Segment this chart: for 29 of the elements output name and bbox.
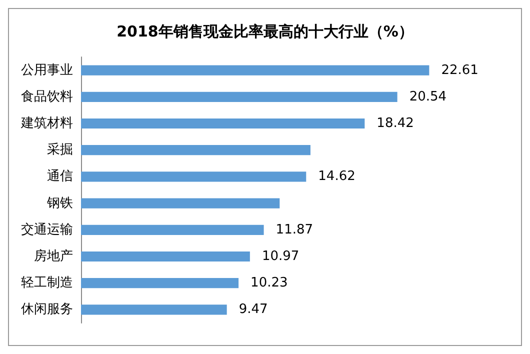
data-label: 20.54 — [409, 89, 447, 104]
bar — [81, 172, 306, 182]
chart-title: 2018年销售现金比率最高的十大行业（%） — [116, 22, 414, 40]
y-tick-label: 采掘 — [47, 142, 73, 158]
bar — [81, 251, 250, 262]
y-tick-label: 休闲服务 — [21, 302, 73, 318]
data-label: 18.42 — [376, 116, 414, 131]
y-tick-label: 食品饮料 — [21, 89, 73, 104]
bar — [81, 304, 227, 315]
data-label: 10.97 — [262, 249, 300, 264]
bar — [81, 65, 430, 76]
data-label: 22.61 — [441, 62, 478, 78]
y-tick-label: 通信 — [47, 169, 73, 184]
y-tick-label: 钢铁 — [46, 196, 73, 211]
y-tick-label: 公用事业 — [21, 62, 73, 78]
data-label: 10.23 — [250, 276, 288, 291]
y-tick-label: 交通运输 — [21, 221, 73, 238]
bar — [81, 278, 239, 288]
y-tick-label: 建筑材料 — [20, 116, 73, 131]
y-tick-label: 房地产 — [34, 248, 73, 264]
bar — [81, 145, 310, 156]
data-label: 14.62 — [318, 169, 356, 184]
bar — [81, 224, 264, 235]
bar — [81, 118, 365, 129]
data-label: 9.47 — [238, 302, 268, 318]
data-label: 11.87 — [276, 222, 314, 238]
y-tick-label: 轻工制造 — [21, 276, 73, 291]
bar — [81, 92, 398, 102]
bar — [81, 198, 280, 208]
